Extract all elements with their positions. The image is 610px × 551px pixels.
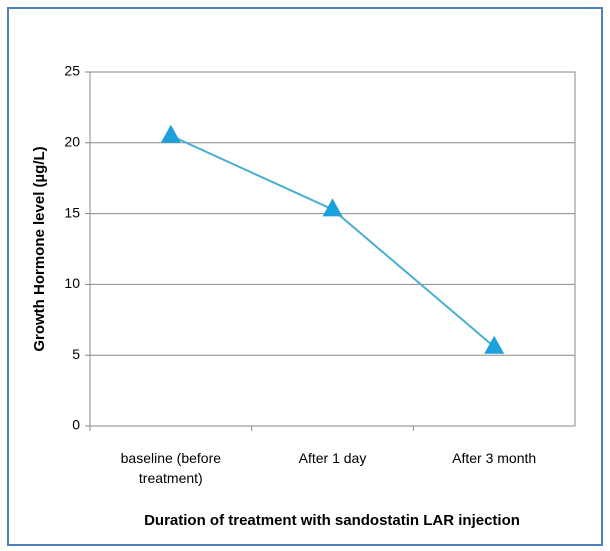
y-tick-label: 0 — [72, 417, 80, 433]
x-tick-label-box: After 1 day — [298, 450, 367, 466]
x-tick-label: baseline (before treatment) — [120, 450, 222, 486]
marker — [160, 124, 181, 143]
y-tick-label: 10 — [64, 275, 80, 291]
x-tick-label: After 1 day — [298, 450, 367, 466]
x-tick-label-box: baseline (before treatment) — [120, 450, 222, 486]
x-tick-label-box: After 3 month — [452, 450, 537, 466]
marker — [484, 335, 505, 354]
y-tick-label: 15 — [64, 204, 80, 220]
marker — [322, 198, 343, 217]
y-tick-label: 5 — [72, 346, 80, 362]
x-axis-label: Duration of treatment with sandostatin L… — [144, 512, 520, 529]
y-tick-label: 20 — [64, 134, 80, 150]
y-axis-label: Growth Hormone level (µg/L) — [31, 146, 48, 351]
chart-border — [7, 7, 603, 546]
x-tick-label: After 3 month — [452, 450, 537, 466]
y-tick-label: 25 — [64, 63, 80, 79]
